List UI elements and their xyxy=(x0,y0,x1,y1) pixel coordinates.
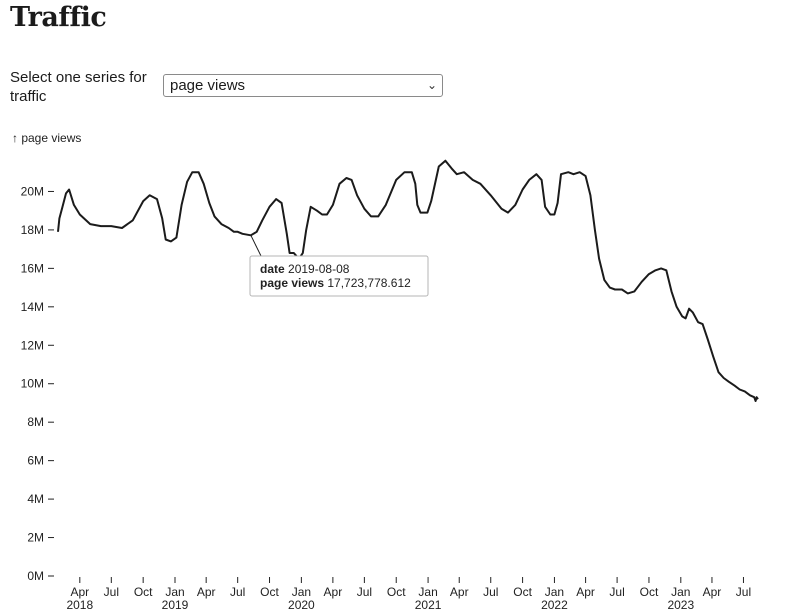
x-tick-label: Jul xyxy=(609,585,624,599)
x-tick-label: Apr xyxy=(703,585,722,599)
y-tick-label: 20M xyxy=(21,184,44,198)
x-tick-label: Apr xyxy=(576,585,595,599)
series-line xyxy=(57,159,759,402)
x-tick-label: Apr xyxy=(70,585,89,599)
y-tick-label: 8M xyxy=(27,415,44,429)
y-tick-label: 0M xyxy=(27,569,44,583)
svg-text:date 2019-08-08: date 2019-08-08 xyxy=(260,262,350,276)
x-tick-label: Jul xyxy=(736,585,751,599)
x-tick-label: Jul xyxy=(230,585,245,599)
tooltip-date-key: date xyxy=(260,262,285,276)
x-tick-label: Oct xyxy=(387,585,406,599)
x-tick-label: Jul xyxy=(483,585,498,599)
x-tick-label: Jan xyxy=(545,585,564,599)
y-tick-label: 14M xyxy=(21,300,44,314)
page-title: Traffic xyxy=(10,2,107,33)
x-tick-label: Jan xyxy=(165,585,184,599)
series-select-value: page views xyxy=(170,77,246,94)
x-tick-label: Apr xyxy=(197,585,216,599)
y-tick-label: 12M xyxy=(21,338,44,352)
x-tick-label: Oct xyxy=(260,585,279,599)
tooltip-date-value: 2019-08-08 xyxy=(288,262,350,276)
x-tick-label: Jan xyxy=(292,585,311,599)
x-tick-label: Jan xyxy=(418,585,437,599)
y-tick-label: 18M xyxy=(21,223,44,237)
y-tick-label: 2M xyxy=(27,531,44,545)
x-tick-label: Apr xyxy=(324,585,343,599)
x-year-label: 2020 xyxy=(288,598,315,612)
tooltip-value-key: page views xyxy=(260,276,324,290)
tooltip-value-value: 17,723,778.612 xyxy=(327,276,411,290)
y-tick-label: 10M xyxy=(21,377,44,391)
series-select-label: Select one series for traffic xyxy=(10,69,147,105)
x-tick-label: Apr xyxy=(450,585,469,599)
tooltip-pointer xyxy=(250,234,263,259)
y-tick-label: 6M xyxy=(27,454,44,468)
x-tick-label: Jan xyxy=(671,585,690,599)
x-year-label: 2018 xyxy=(66,598,93,612)
x-tick-label: Jul xyxy=(104,585,119,599)
y-tick-label: 4M xyxy=(27,492,44,506)
x-year-label: 2022 xyxy=(541,598,568,612)
x-tick-label: Oct xyxy=(134,585,153,599)
chevron-down-icon: ⌄ xyxy=(426,78,437,92)
series-select[interactable]: page views ⌄ xyxy=(163,74,443,97)
x-tick-label: Oct xyxy=(640,585,659,599)
x-year-label: 2021 xyxy=(415,598,442,612)
tooltip-box xyxy=(249,255,429,297)
x-year-label: 2023 xyxy=(667,598,694,612)
x-year-label: 2019 xyxy=(162,598,189,612)
svg-text:page views 17,723,778.61: page views 17,723,778.612 xyxy=(260,276,411,290)
y-tick-label: 16M xyxy=(21,261,44,275)
y-axis-label: ↑ page views xyxy=(12,131,81,145)
y-axis: 0M 2M 4M 6M 8M 10M 12M 14M 16M 18M 20M xyxy=(21,184,54,583)
x-tick-label: Jul xyxy=(357,585,372,599)
tooltip: date 2019-08-08 page views 17,723,778.61… xyxy=(249,234,429,297)
series-group xyxy=(57,159,759,402)
x-tick-label: Oct xyxy=(513,585,532,599)
